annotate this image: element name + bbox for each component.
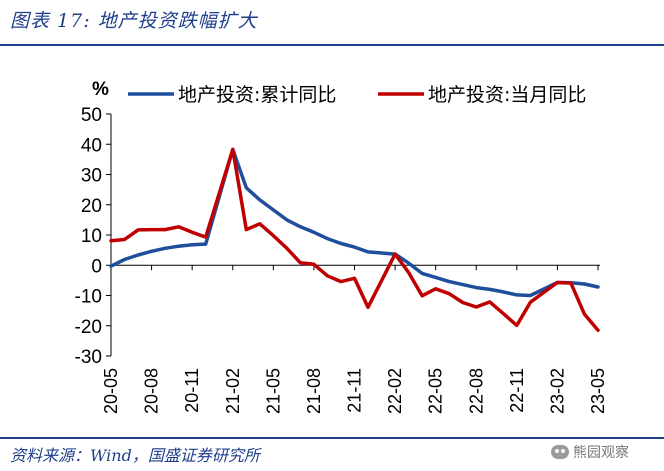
title-rule <box>0 44 664 46</box>
x-tick-label: 21-11 <box>345 368 365 413</box>
x-tick-label: 21-08 <box>304 368 324 414</box>
x-tick-label: 22-11 <box>507 368 527 413</box>
y-tick-label: 20 <box>81 196 102 217</box>
source-rule <box>0 437 664 439</box>
x-tick-label: 21-05 <box>263 368 283 414</box>
y-tick-label: 50 <box>81 105 102 126</box>
figure-title: 图表 17: 地产投资跌幅扩大 <box>10 10 258 32</box>
y-tick-label: 0 <box>91 256 102 277</box>
y-axis-label: % <box>92 79 109 100</box>
source-note: 资料来源：Wind，国盛证券研究所 <box>10 446 260 465</box>
y-tick-label: 30 <box>81 166 102 187</box>
x-tick-label: 23-02 <box>547 368 567 414</box>
x-tick-label: 20-08 <box>142 368 162 414</box>
wechat-icon <box>551 445 569 459</box>
legend-label-2: 地产投资:当月同比 <box>428 84 586 106</box>
x-tick-label: 23-05 <box>588 368 608 414</box>
x-tick-label: 22-02 <box>385 368 405 414</box>
y-tick-label: -20 <box>75 317 102 338</box>
watermark: 熊园观察 <box>551 442 629 462</box>
x-tick-label: 22-08 <box>466 368 486 414</box>
y-tick-label: 10 <box>81 226 102 247</box>
y-tick-label: -30 <box>75 347 102 368</box>
series-line-2 <box>109 147 600 333</box>
x-tick-label: 22-05 <box>426 368 446 414</box>
y-tick-label: -10 <box>75 287 102 308</box>
x-tick-label: 20-05 <box>101 368 121 414</box>
series-line-1 <box>109 147 600 298</box>
y-tick-label: 40 <box>81 135 102 156</box>
x-tick-label: 21-02 <box>223 368 243 414</box>
x-tick-label: 20-11 <box>182 368 202 413</box>
legend-label-1: 地产投资:累计同比 <box>178 84 336 106</box>
watermark-text: 熊园观察 <box>573 445 629 461</box>
